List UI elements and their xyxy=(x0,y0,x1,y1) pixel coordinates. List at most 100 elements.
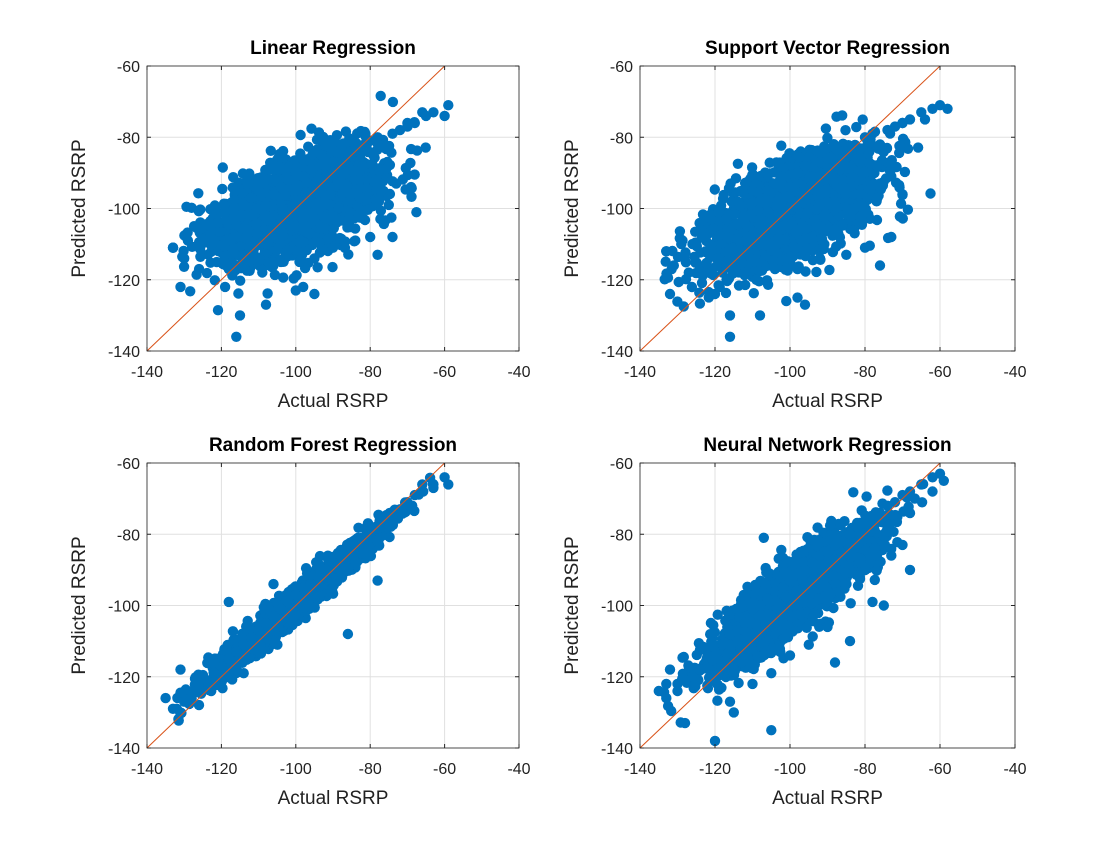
data-point xyxy=(283,175,293,185)
data-point xyxy=(942,104,952,114)
data-point xyxy=(274,161,284,171)
data-point xyxy=(336,215,346,225)
data-point xyxy=(855,188,865,198)
data-point xyxy=(897,118,907,128)
data-point xyxy=(770,264,780,274)
data-point xyxy=(817,234,827,244)
data-point xyxy=(411,207,421,217)
data-point xyxy=(391,178,401,188)
data-point xyxy=(332,130,342,140)
data-point xyxy=(309,253,319,263)
data-point xyxy=(175,282,185,292)
data-point xyxy=(875,139,885,149)
data-point xyxy=(691,258,701,268)
data-point xyxy=(194,239,204,249)
data-point xyxy=(724,183,734,193)
data-point xyxy=(776,211,786,221)
data-point xyxy=(220,282,230,292)
data-point xyxy=(261,200,271,210)
data-point xyxy=(338,138,348,148)
data-point xyxy=(253,186,263,196)
data-point xyxy=(314,238,324,248)
y-tick-label: -100 xyxy=(108,202,140,219)
data-point xyxy=(276,257,286,267)
data-point xyxy=(402,118,412,128)
data-point xyxy=(897,189,907,199)
data-point xyxy=(701,258,711,268)
data-point xyxy=(776,141,786,151)
data-point xyxy=(251,219,261,229)
chart-title: Support Vector Regression xyxy=(705,38,950,59)
data-point xyxy=(218,162,228,172)
data-point xyxy=(851,122,861,132)
data-point xyxy=(800,161,810,171)
data-point xyxy=(747,162,757,172)
data-point xyxy=(350,235,360,245)
data-point xyxy=(227,214,237,224)
x-tick-label: -100 xyxy=(280,364,312,381)
data-point xyxy=(243,178,253,188)
data-point xyxy=(354,191,364,201)
data-point xyxy=(262,288,272,298)
data-point xyxy=(291,270,301,280)
x-tick-label: -120 xyxy=(699,364,731,381)
data-point xyxy=(385,160,395,170)
chart-title: Linear Regression xyxy=(250,38,416,59)
data-point xyxy=(185,286,195,296)
data-point xyxy=(790,243,800,253)
data-point xyxy=(699,228,709,238)
data-point xyxy=(672,296,682,306)
data-point xyxy=(725,332,735,342)
data-point xyxy=(295,130,305,140)
x-tick-label: -40 xyxy=(507,364,530,381)
data-point xyxy=(193,188,203,198)
data-point xyxy=(810,185,820,195)
x-tick-label: -120 xyxy=(205,364,237,381)
data-point xyxy=(663,273,673,283)
x-tick-label: -80 xyxy=(359,364,382,381)
data-point xyxy=(831,241,841,251)
data-point xyxy=(697,278,707,288)
data-point xyxy=(244,242,254,252)
data-point xyxy=(913,142,923,152)
data-point xyxy=(840,125,850,135)
data-point xyxy=(747,186,757,196)
data-point xyxy=(350,223,360,233)
data-point xyxy=(800,234,810,244)
data-point xyxy=(725,310,735,320)
data-point xyxy=(679,253,689,263)
data-point xyxy=(231,332,241,342)
data-point xyxy=(925,188,935,198)
y-tick-label: -80 xyxy=(610,130,633,147)
data-point xyxy=(710,184,720,194)
data-point xyxy=(765,158,775,168)
y-axis-label: Predicted RSRP xyxy=(69,139,90,277)
y-tick-label: -100 xyxy=(601,202,633,219)
data-point xyxy=(841,250,851,260)
data-point xyxy=(263,174,273,184)
data-point xyxy=(298,207,308,217)
data-point xyxy=(210,200,220,210)
data-point xyxy=(271,246,281,256)
data-point xyxy=(920,114,930,124)
y-tick-label: -60 xyxy=(117,59,140,76)
data-point xyxy=(661,246,671,256)
data-point xyxy=(298,237,308,247)
data-point xyxy=(412,145,422,155)
data-point xyxy=(837,175,847,185)
data-point xyxy=(835,232,845,242)
data-point xyxy=(439,111,449,121)
data-point xyxy=(792,292,802,302)
data-point xyxy=(304,228,314,238)
data-point xyxy=(210,275,220,285)
data-point xyxy=(781,296,791,306)
data-point xyxy=(763,280,773,290)
data-point xyxy=(309,289,319,299)
data-point xyxy=(857,216,867,226)
data-point xyxy=(886,160,896,170)
data-point xyxy=(372,250,382,260)
data-point xyxy=(443,100,453,110)
data-point xyxy=(710,289,720,299)
data-point xyxy=(749,288,759,298)
